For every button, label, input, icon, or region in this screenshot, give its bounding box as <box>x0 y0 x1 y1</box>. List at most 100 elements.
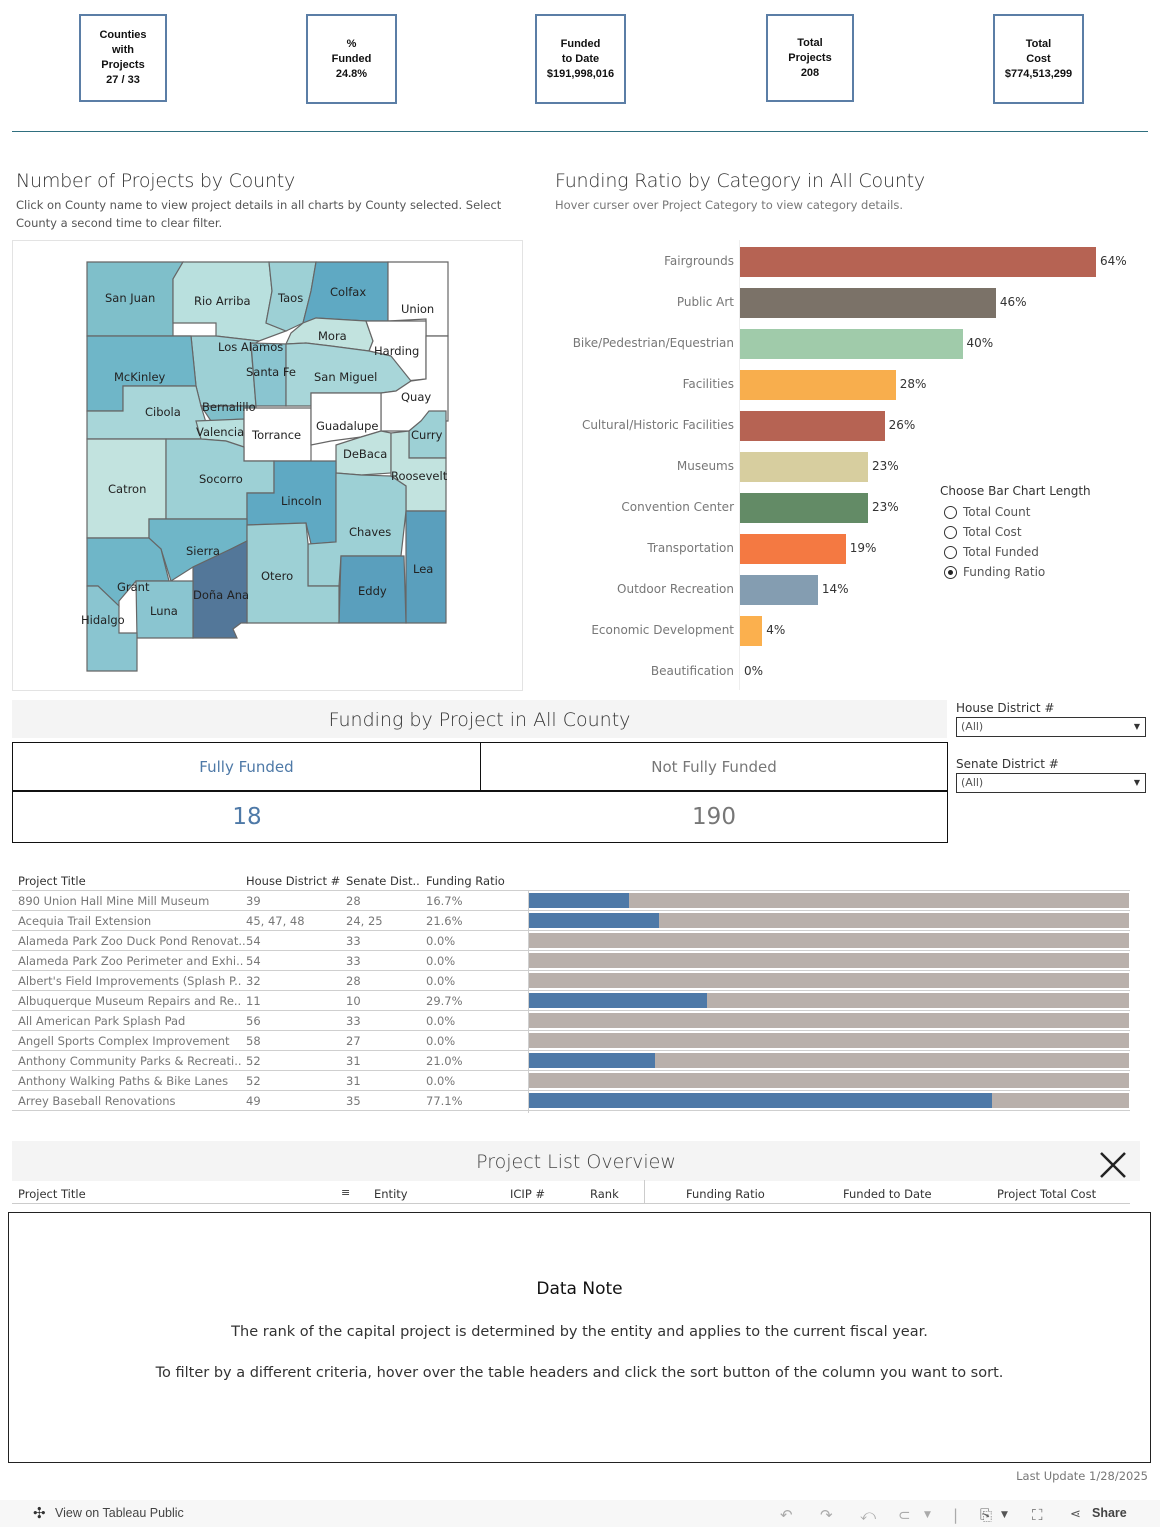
fullscreen-icon[interactable]: ⛶ <box>1032 1506 1043 1524</box>
county-lea[interactable] <box>405 510 447 624</box>
category-label[interactable]: Museums <box>676 459 734 473</box>
funding-ratio-bar-track[interactable] <box>529 973 1129 988</box>
county-label[interactable]: Taos <box>277 291 303 305</box>
not-fully-funded-count[interactable]: 190 <box>692 804 736 830</box>
category-label[interactable]: Convention Center <box>621 500 734 514</box>
refresh-icon[interactable]: ⊂ <box>898 1506 911 1524</box>
county-label[interactable]: Cibola <box>145 405 181 419</box>
table-row[interactable]: Acequia Trail Extension 45, 47, 48 24, 25 2… <box>12 911 1130 931</box>
funding-ratio-bar-track[interactable] <box>529 1093 1129 1108</box>
county-label[interactable]: Socorro <box>199 472 243 486</box>
radio-unselected-icon[interactable] <box>944 505 957 519</box>
funding-ratio-bar-track[interactable] <box>529 933 1129 948</box>
county-eddy[interactable] <box>338 555 407 624</box>
house-district-select[interactable]: (All) ▼ <box>956 717 1146 737</box>
radio-selected-icon[interactable] <box>944 565 957 579</box>
col-header-house-district[interactable]: House District # <box>246 874 341 888</box>
table-row[interactable]: Albuquerque Museum Repairs and Re.. 11 10 2… <box>12 991 1130 1011</box>
county-label[interactable]: Rio Arriba <box>194 294 251 308</box>
county-map[interactable]: San Juan Rio Arriba Taos Colfax Union Mo… <box>12 240 523 691</box>
county-hidalgo[interactable] <box>86 585 138 672</box>
fully-funded-header[interactable]: Fully Funded <box>13 743 481 791</box>
county-label[interactable]: Harding <box>374 344 419 358</box>
county-label[interactable]: Hidalgo <box>81 613 125 627</box>
county-label[interactable]: Catron <box>108 482 146 496</box>
funding-ratio-bar-fill[interactable] <box>529 993 708 1008</box>
county-label[interactable]: Guadalupe <box>316 419 378 433</box>
county-label[interactable]: San Juan <box>105 291 155 305</box>
senate-district-select[interactable]: (All) ▼ <box>956 773 1146 793</box>
county-label[interactable]: Quay <box>401 390 431 404</box>
category-bar[interactable] <box>740 534 846 564</box>
col-entity[interactable]: Entity <box>374 1187 408 1201</box>
category-bar[interactable] <box>740 247 1096 277</box>
category-bar[interactable] <box>740 329 963 359</box>
funding-ratio-bar-fill[interactable] <box>529 913 659 928</box>
county-label[interactable]: Bernalillo <box>202 400 256 414</box>
table-row[interactable]: Angell Sports Complex Improvement 58 27 0.0… <box>12 1031 1130 1051</box>
radio-unselected-icon[interactable] <box>944 525 957 539</box>
radio-option[interactable]: Total Count <box>940 502 1091 522</box>
county-label[interactable]: Mora <box>318 329 347 343</box>
category-label[interactable]: Bike/Pedestrian/Equestrian <box>572 336 734 350</box>
table-row[interactable]: Arrey Baseball Renovations 49 35 77.1% <box>12 1091 1130 1111</box>
col-project-total-cost[interactable]: Project Total Cost <box>997 1187 1097 1201</box>
fully-funded-count[interactable]: 18 <box>232 804 262 830</box>
category-label[interactable]: Cultural/Historic Facilities <box>581 418 734 432</box>
table-row[interactable]: 890 Union Hall Mine Mill Museum 39 28 16.7% <box>12 891 1130 911</box>
table-row[interactable]: Albert's Field Improvements (Splash P.. 3… <box>12 971 1130 991</box>
table-row[interactable]: All American Park Splash Pad 56 33 0.0% <box>12 1011 1130 1031</box>
download-dropdown-icon[interactable]: ▼ <box>1001 1510 1008 1520</box>
category-bar[interactable] <box>740 575 818 605</box>
county-label[interactable]: Valencia <box>196 425 244 439</box>
redo-icon[interactable]: ↷ <box>820 1506 833 1524</box>
category-label[interactable]: Public Art <box>676 295 734 309</box>
funding-ratio-bar-track[interactable] <box>529 953 1129 968</box>
sort-icon[interactable]: ≡ <box>341 1186 351 1199</box>
category-label[interactable]: Outdoor Recreation <box>617 582 734 596</box>
county-label[interactable]: Los Alamos <box>218 340 283 354</box>
county-label[interactable]: McKinley <box>114 370 166 384</box>
funding-ratio-bar-track[interactable] <box>529 893 1129 908</box>
category-label[interactable]: Fairgrounds <box>664 254 734 268</box>
county-label[interactable]: Union <box>401 302 434 316</box>
share-icon[interactable]: ⋖ <box>1070 1507 1081 1522</box>
county-label[interactable]: DeBaca <box>343 447 387 461</box>
county-label[interactable]: Roosevelt <box>391 469 448 483</box>
funding-ratio-bar-track[interactable] <box>529 1053 1129 1068</box>
revert-icon[interactable]: ⤺ <box>860 1506 877 1524</box>
category-bar[interactable] <box>740 370 896 400</box>
col-rank[interactable]: Rank <box>590 1187 619 1201</box>
radio-option[interactable]: Total Cost <box>940 522 1091 542</box>
category-bar[interactable] <box>740 452 868 482</box>
county-otero[interactable] <box>246 522 340 624</box>
county-label[interactable]: Doña Ana <box>193 588 249 602</box>
not-fully-funded-header[interactable]: Not Fully Funded <box>651 758 777 776</box>
county-label[interactable]: Lea <box>413 562 433 576</box>
county-label[interactable]: Otero <box>261 569 293 583</box>
county-dona-ana[interactable] <box>192 540 248 639</box>
undo-icon[interactable]: ↶ <box>780 1506 793 1524</box>
county-label[interactable]: Luna <box>150 604 178 618</box>
funding-ratio-bar-fill[interactable] <box>529 1093 992 1108</box>
county-label[interactable]: Colfax <box>330 285 366 299</box>
funding-ratio-bar-track[interactable] <box>529 1073 1129 1088</box>
county-lincoln[interactable] <box>246 460 337 545</box>
county-luna[interactable] <box>135 580 194 639</box>
category-bar[interactable] <box>740 493 868 523</box>
county-label[interactable]: Chaves <box>349 525 391 539</box>
table-row[interactable]: Anthony Community Parks & Recreati.. 52 31… <box>12 1051 1130 1071</box>
funding-ratio-bar-track[interactable] <box>529 1033 1129 1048</box>
table-row[interactable]: Alameda Park Zoo Perimeter and Exhi.. 54 3… <box>12 951 1130 971</box>
funding-ratio-bar-track[interactable] <box>529 913 1129 928</box>
radio-unselected-icon[interactable] <box>944 545 957 559</box>
close-icon[interactable] <box>1098 1150 1128 1180</box>
category-bar[interactable] <box>740 288 996 318</box>
col-icip[interactable]: ICIP # <box>510 1187 546 1201</box>
table-row[interactable]: Alameda Park Zoo Duck Pond Renovat.. 54 33… <box>12 931 1130 951</box>
county-label[interactable]: Torrance <box>251 428 301 442</box>
category-label[interactable]: Facilities <box>682 377 734 391</box>
county-label[interactable]: Sierra <box>186 544 220 558</box>
funding-ratio-bar-track[interactable] <box>529 993 1129 1008</box>
radio-option[interactable]: Total Funded <box>940 542 1091 562</box>
